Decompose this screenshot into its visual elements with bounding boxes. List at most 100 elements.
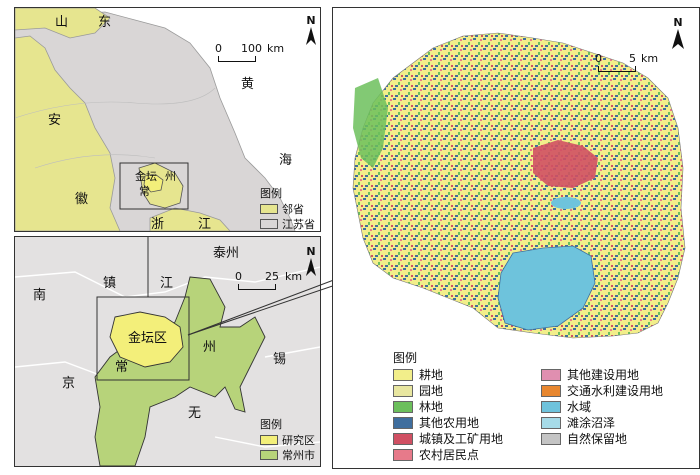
legend-item-marsh: 滩涂沼泽 — [541, 414, 615, 431]
legend-label: 园地 — [419, 384, 444, 398]
forest-west — [353, 78, 388, 168]
legend-label: 城镇及工矿用地 — [419, 432, 504, 446]
other-agri-icon — [393, 416, 413, 429]
neighbour-anhui — [15, 35, 121, 231]
legend-label: 常州市 — [282, 449, 315, 462]
legend-item-study-area: 研究区 — [260, 432, 315, 448]
legend-title-province: 图例 — [260, 187, 282, 200]
label-jiang: 江 — [198, 217, 212, 232]
legend-label: 研究区 — [282, 434, 315, 447]
study-area-landuse — [352, 32, 686, 339]
legend-item-reserve: 自然保留地 — [541, 430, 627, 447]
legend-swatch — [260, 435, 278, 445]
landuse-map — [352, 32, 686, 339]
province-map — [15, 8, 296, 231]
scale-value: 25 — [265, 270, 279, 283]
scale-bar-landuse: 0 5 km — [595, 52, 675, 74]
legend-label: 交通水利建设用地 — [567, 384, 664, 398]
urban-area — [533, 140, 598, 188]
label-jintan: 金坛区 — [128, 331, 168, 346]
label-hui: 徽 — [75, 192, 89, 207]
legend-item-transport: 交通水利建设用地 — [541, 382, 663, 399]
scale-unit: km — [267, 42, 285, 55]
label-jintan-small: 金坛 — [135, 170, 157, 183]
legend-label: 其他建设用地 — [567, 368, 640, 382]
legend-swatch — [260, 219, 278, 229]
north-label: N — [673, 16, 683, 29]
urban-icon — [393, 432, 413, 445]
region-map-panel: 泰州 镇 江 南 京 常 州 无 锡 金坛区 N 0 25 km 图例 研究区 … — [14, 236, 321, 467]
neighbour-shandong — [15, 8, 111, 39]
label-huang: 黄 — [241, 77, 255, 92]
region-map — [15, 237, 320, 466]
label-hai: 海 — [279, 153, 293, 168]
forest-icon — [393, 400, 413, 413]
legend-item-other-construction: 其他建设用地 — [541, 366, 639, 383]
legend-item-neighbour: 邻省 — [260, 201, 304, 217]
legend-item-jiangsu: 江苏省 — [260, 216, 315, 231]
north-arrow-icon — [306, 27, 316, 45]
legend-title-region: 图例 — [260, 418, 282, 431]
legend-label: 水域 — [567, 400, 592, 414]
north-arrow-icon — [672, 29, 684, 49]
neighbour-zhejiang — [149, 207, 231, 231]
legend-item-water: 水域 — [541, 398, 591, 415]
label-zhen: 镇 — [103, 276, 117, 291]
label-shan: 山 — [55, 15, 69, 30]
label-taizhou: 泰州 — [213, 246, 240, 261]
label-an: 安 — [48, 113, 62, 128]
scale-value: 5 — [629, 52, 636, 65]
label-chang: 常 — [115, 360, 129, 375]
scale-unit: km — [285, 270, 303, 283]
legend-item-urban: 城镇及工矿用地 — [393, 430, 503, 447]
cropland-icon — [393, 368, 413, 381]
rural-settlement-icon — [393, 448, 413, 461]
label-dong: 东 — [98, 15, 112, 30]
legend-label: 耕地 — [419, 368, 444, 382]
other-construction-icon — [541, 368, 561, 381]
label-xi: 锡 — [273, 352, 287, 367]
legend-label: 林地 — [419, 400, 444, 414]
water-icon — [541, 400, 561, 413]
scale-zero: 0 — [235, 270, 242, 283]
label-zhou: 州 — [203, 340, 217, 355]
legend-label: 其他农用地 — [419, 416, 480, 430]
label-jing: 京 — [62, 376, 76, 391]
legend-label: 自然保留地 — [567, 432, 628, 446]
legend-label: 滩涂沼泽 — [567, 416, 616, 430]
legend-item-rural: 农村居民点 — [393, 446, 479, 463]
label-jiang-r: 江 — [160, 276, 174, 291]
legend-swatch — [260, 204, 278, 214]
orchard-icon — [393, 384, 413, 397]
legend-item-orchard: 园地 — [393, 382, 443, 399]
inset-box-province — [119, 162, 189, 210]
legend-item-cropland: 耕地 — [393, 366, 443, 383]
lake — [497, 245, 596, 331]
province-map-panel: 山 东 黄 海 安 徽 浙 江 金坛 州 常 N 0 100 km 图例 邻省 … — [14, 7, 321, 232]
label-wu: 无 — [188, 406, 202, 421]
jintan-district — [109, 311, 184, 368]
landuse-map-panel: N 0 5 km 图例 耕地 园地 林地 其他农用地 城镇及工矿用地 农村居民点… — [332, 7, 700, 469]
reserve-icon — [541, 432, 561, 445]
label-zhe: 浙 — [151, 217, 165, 232]
north-arrow-province: N — [305, 14, 317, 48]
label-zhou-small: 州 — [165, 170, 176, 183]
jintan-small — [143, 173, 164, 193]
legend-item-forest: 林地 — [393, 398, 443, 415]
north-label: N — [306, 245, 316, 258]
legend-item-other-agri: 其他农用地 — [393, 414, 479, 431]
marsh-icon — [541, 416, 561, 429]
label-nan: 南 — [33, 288, 47, 303]
reservoir — [551, 197, 581, 209]
legend-item-changzhou: 常州市 — [260, 447, 315, 463]
legend-label: 邻省 — [282, 203, 304, 216]
scale-bar-region: 0 25 km — [235, 270, 315, 292]
scale-bar-province: 0 100 km — [215, 42, 305, 64]
legend-title-landuse: 图例 — [393, 351, 418, 365]
label-chang-small: 常 — [139, 185, 150, 198]
scale-zero: 0 — [215, 42, 222, 55]
inset-box-region — [96, 296, 190, 381]
north-arrow-landuse: N — [671, 16, 685, 52]
legend-label: 江苏省 — [282, 218, 315, 231]
transport-water-icon — [541, 384, 561, 397]
